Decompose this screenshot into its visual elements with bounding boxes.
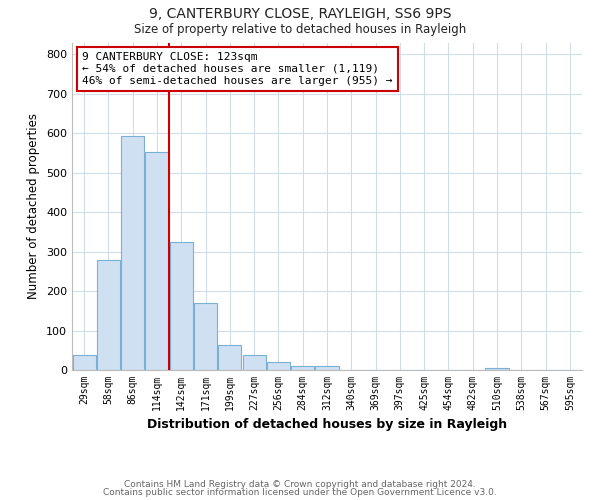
Text: Contains public sector information licensed under the Open Government Licence v3: Contains public sector information licen… <box>103 488 497 497</box>
Bar <box>145 152 169 370</box>
Text: 9 CANTERBURY CLOSE: 123sqm
← 54% of detached houses are smaller (1,119)
46% of s: 9 CANTERBURY CLOSE: 123sqm ← 54% of deta… <box>82 52 392 86</box>
Bar <box>218 345 241 370</box>
Bar <box>194 303 217 370</box>
Bar <box>242 355 266 370</box>
Bar <box>170 242 193 370</box>
Bar <box>267 362 290 370</box>
Text: 9, CANTERBURY CLOSE, RAYLEIGH, SS6 9PS: 9, CANTERBURY CLOSE, RAYLEIGH, SS6 9PS <box>149 8 451 22</box>
Bar <box>316 366 338 370</box>
Bar <box>121 136 144 370</box>
Bar <box>485 368 509 370</box>
X-axis label: Distribution of detached houses by size in Rayleigh: Distribution of detached houses by size … <box>147 418 507 432</box>
Bar <box>291 366 314 370</box>
Text: Contains HM Land Registry data © Crown copyright and database right 2024.: Contains HM Land Registry data © Crown c… <box>124 480 476 489</box>
Y-axis label: Number of detached properties: Number of detached properties <box>28 114 40 299</box>
Bar <box>97 260 120 370</box>
Bar <box>73 355 95 370</box>
Text: Size of property relative to detached houses in Rayleigh: Size of property relative to detached ho… <box>134 22 466 36</box>
